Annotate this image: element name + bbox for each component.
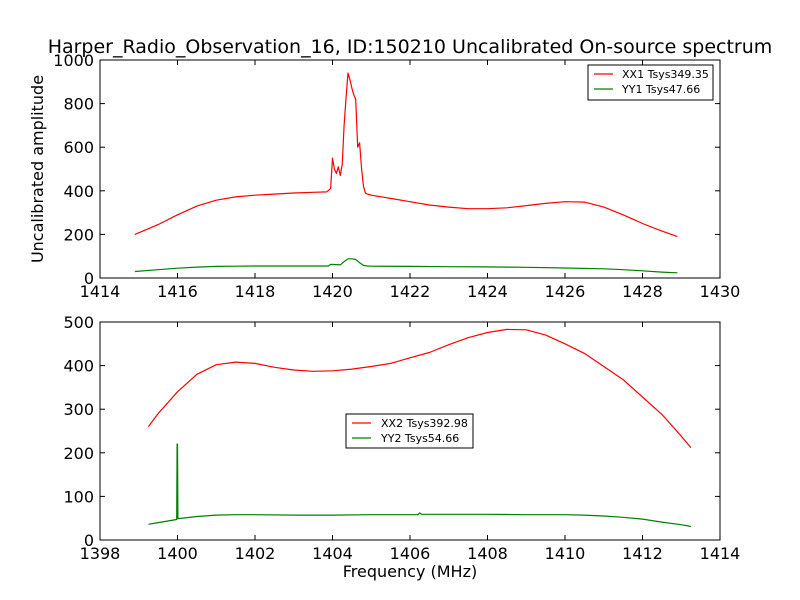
top-x-tick-label: 1416	[157, 282, 198, 301]
top-legend-box	[587, 64, 714, 101]
bottom-legend-label-yy2: YY2 Tsys54.66	[380, 432, 459, 445]
top-x-tick-label: 1414	[80, 282, 121, 301]
top-y-tick-label: 0	[84, 269, 94, 288]
bottom-y-tick-label: 300	[63, 400, 94, 419]
bottom-legend-box	[345, 413, 474, 449]
bottom-tick-layer: 1398 1400 1402 1404 1406 1408 1410 1412 1414 0 100…	[63, 313, 740, 563]
top-x-tick-label: 1424	[467, 282, 508, 301]
bottom-spectrum-panel: 1398 1400 1402 1404 1406 1408 1410 1412 1414 0 100…	[63, 313, 740, 581]
bottom-legend-label-xx2: XX2 Tsys392.98	[381, 417, 468, 430]
top-x-tick-label: 1430	[700, 282, 741, 301]
top-x-tick-label: 1422	[390, 282, 431, 301]
top-x-tick-label: 1418	[235, 282, 276, 301]
bottom-x-tick-label: 1406	[390, 544, 431, 563]
top-spectrum-panel: 1414 1416 1418 1420 1422 1424 1426 1428 1430 0 200…	[28, 51, 740, 301]
bottom-y-tick-label: 200	[63, 444, 94, 463]
top-x-tick-label: 1420	[312, 282, 353, 301]
figure-title: Harper_Radio_Observation_16, ID:150210 U…	[48, 36, 773, 58]
bottom-x-tick-label: 1400	[157, 544, 198, 563]
top-x-tick-label: 1428	[622, 282, 663, 301]
bottom-x-tick-label: 1402	[235, 544, 276, 563]
bottom-x-tick-label: 1408	[467, 544, 508, 563]
bottom-y-tick-label: 100	[63, 487, 94, 506]
top-series-line-1	[134, 72, 678, 238]
top-plot-layer	[134, 72, 678, 274]
top-y-axis-label: Uncalibrated amplitude	[28, 75, 47, 263]
bottom-y-tick-label: 0	[84, 531, 94, 550]
top-series-line-2	[134, 258, 678, 274]
top-y-tick-label: 200	[63, 225, 94, 244]
bottom-series-line-2	[148, 443, 692, 528]
top-y-tick-label: 1000	[53, 51, 94, 70]
top-y-tick-label: 600	[63, 138, 94, 157]
bottom-legend: XX2 Tsys392.98 YY2 Tsys54.66	[345, 413, 474, 449]
top-tick-layer: 1414 1416 1418 1420 1422 1424 1426 1428 1430 0 200…	[53, 51, 740, 301]
bottom-series-line-1	[147, 328, 692, 448]
bottom-plot-layer	[147, 328, 692, 528]
bottom-y-tick-label: 400	[63, 357, 94, 376]
top-x-tick-label: 1426	[545, 282, 586, 301]
top-y-tick-label: 800	[63, 95, 94, 114]
top-legend: XX1 Tsys349.35 YY1 Tsys47.66	[587, 64, 714, 101]
top-y-tick-label: 400	[63, 182, 94, 201]
bottom-x-tick-label: 1404	[312, 544, 353, 563]
bottom-x-tick-label: 1414	[700, 544, 741, 563]
bottom-y-tick-label: 500	[63, 313, 94, 332]
bottom-x-axis-label: Frequency (MHz)	[343, 562, 477, 581]
bottom-x-tick-label: 1412	[622, 544, 663, 563]
top-legend-label-xx1: XX1 Tsys349.35	[622, 68, 709, 81]
top-legend-label-yy1: YY1 Tsys47.66	[621, 83, 700, 96]
bottom-x-tick-label: 1398	[80, 544, 121, 563]
bottom-x-tick-label: 1410	[545, 544, 586, 563]
